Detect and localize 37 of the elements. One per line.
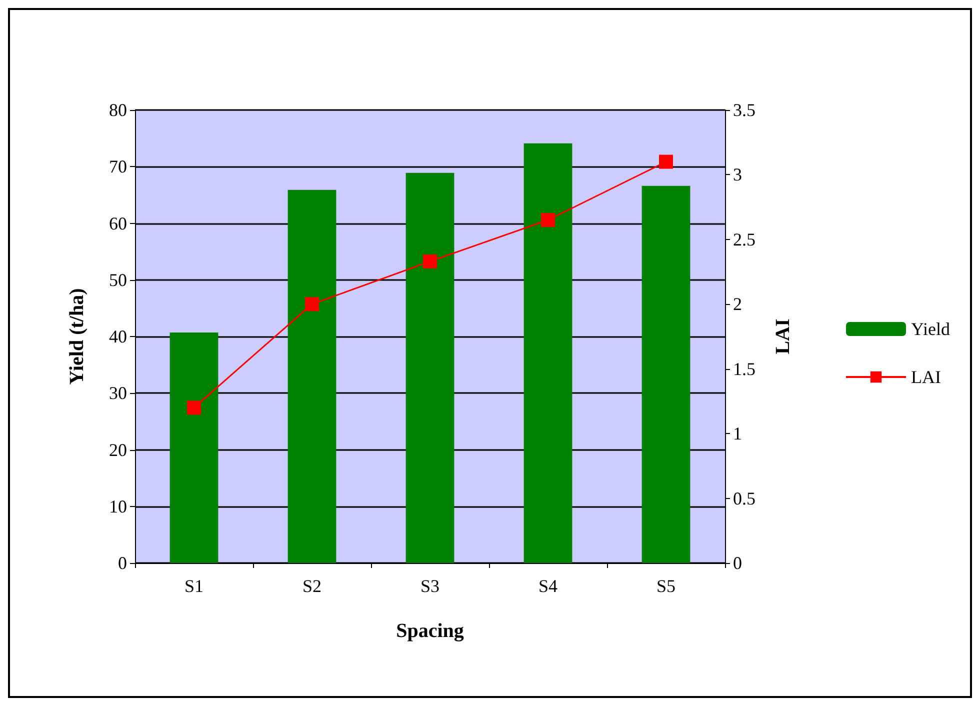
- y2-tick-label: 0: [733, 553, 742, 573]
- y2-tick-label: 1: [733, 424, 742, 444]
- y-tick-label: 80: [109, 100, 127, 120]
- point: [659, 154, 673, 169]
- point: [541, 213, 555, 228]
- bar: [642, 186, 690, 563]
- y-tick-label: 40: [109, 326, 127, 346]
- legend-label: Yield: [911, 319, 950, 339]
- y2-axis-title: LAI: [772, 318, 794, 354]
- y-tick-label: 10: [109, 496, 127, 516]
- point: [187, 400, 201, 415]
- y-tick-label: 70: [109, 156, 127, 177]
- y2-tick-label: 1.5: [733, 358, 756, 379]
- x-tick-label: S5: [656, 576, 676, 596]
- bar: [406, 172, 454, 563]
- y-tick-label: 60: [109, 213, 127, 234]
- x-tick-label: S2: [302, 576, 322, 596]
- bar: [288, 190, 336, 563]
- x-tick-label: S1: [184, 576, 204, 596]
- y-tick-label: 0: [118, 553, 127, 573]
- y2-tick-label: 3.5: [733, 100, 756, 120]
- y2-tick-label: 2.5: [733, 229, 756, 250]
- y2-tick-label: 2: [733, 294, 742, 314]
- y-tick-label: 30: [109, 383, 127, 404]
- x-tick-label: S4: [538, 576, 558, 596]
- point: [305, 297, 319, 312]
- y-tick-label: 20: [109, 440, 127, 460]
- x-axis-title: Spacing: [396, 620, 464, 642]
- x-tick-label: S3: [420, 576, 440, 596]
- point: [423, 254, 437, 268]
- legend-label: LAI: [911, 367, 942, 387]
- bar: [170, 332, 218, 563]
- y-axis-title: Yield (t/ha): [66, 288, 88, 385]
- bar: [524, 143, 572, 563]
- y-tick-label: 50: [109, 270, 127, 290]
- y2-tick-label: 3: [733, 164, 742, 185]
- y2-tick-label: 0.5: [733, 488, 756, 508]
